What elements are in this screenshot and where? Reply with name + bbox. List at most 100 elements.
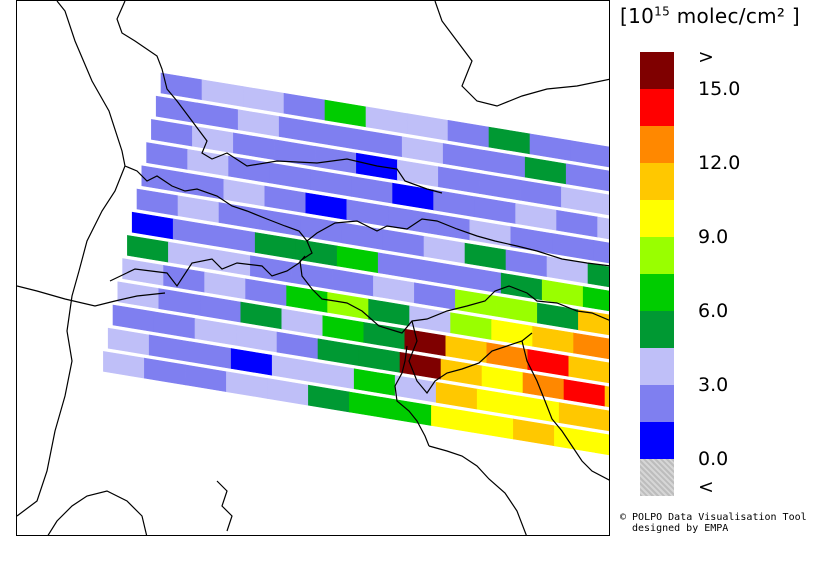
legend-unit-title: [1015 molec/cm² ]: [620, 4, 800, 28]
swath-pixel: [146, 142, 188, 170]
swath-pixel: [558, 402, 601, 430]
swath-pixel: [481, 365, 524, 394]
map-canvas[interactable]: [17, 1, 610, 536]
swath-pixel: [233, 132, 275, 161]
swath-pixel: [356, 152, 398, 181]
swath-pixel: [305, 192, 348, 220]
color-legend: [1015 molec/cm² ] >15.0 12.0 9.0 6.0 3.0 0.0 <…: [612, 0, 813, 566]
swath-pixel: [604, 385, 609, 408]
swath-pixel: [377, 252, 420, 280]
swath-pixel: [271, 354, 314, 383]
swath-pixel: [185, 364, 227, 393]
swath-pixel: [392, 182, 434, 211]
swath-pixel: [353, 368, 396, 396]
swath-pixel: [455, 289, 497, 317]
swath-pixel: [517, 395, 560, 423]
swath-pixel: [606, 170, 609, 192]
swath-pixel: [237, 109, 280, 137]
swath-pixel: [322, 315, 365, 343]
swath-pixel: [259, 208, 302, 237]
swath-pixel: [397, 159, 439, 188]
swath-pixel: [409, 305, 451, 334]
swath-pixel: [295, 238, 338, 267]
swath-pixel: [319, 122, 362, 151]
swath-pixel: [312, 361, 355, 390]
swath-pixel: [223, 178, 266, 207]
swath-pixel: [112, 304, 155, 333]
swath-pixel: [213, 225, 256, 253]
swath-pixel: [199, 294, 242, 323]
swath-pixel: [187, 149, 229, 177]
swath-pixel: [565, 163, 608, 191]
swath-pixel: [308, 384, 350, 413]
legend-swatch: [640, 459, 674, 496]
swath-pixel: [602, 193, 609, 216]
swath-pixel: [573, 332, 609, 360]
legend-swatch: [640, 385, 674, 422]
swath-pixel: [204, 271, 246, 300]
swath-pixel: [515, 203, 557, 231]
swath-pixel: [300, 215, 343, 244]
swath-pixel: [438, 166, 480, 194]
swath-pixel: [131, 211, 174, 240]
swath-pixel: [423, 236, 466, 264]
swath-pixel: [332, 268, 374, 297]
swath-pixel: [401, 136, 444, 164]
swath-pixel: [450, 312, 492, 340]
swath-pixel: [582, 286, 609, 312]
swath-pixel: [250, 255, 292, 283]
legend-tick-label: 12.0: [698, 152, 741, 174]
swath-pixel: [435, 381, 478, 410]
legend-swatch: [640, 163, 674, 200]
swath-pixel: [346, 199, 389, 227]
swath-pixel: [459, 265, 502, 294]
swath-pixel: [240, 301, 283, 330]
swath-pixel: [404, 328, 447, 357]
swath-pixel: [144, 357, 186, 386]
swath-pixel: [496, 295, 538, 324]
legend-overflow-label: >: [698, 46, 714, 68]
swath-pixel: [556, 209, 598, 238]
swath-pixel: [177, 195, 220, 223]
swath-pixel: [592, 239, 609, 264]
swath-pixel: [474, 196, 516, 224]
swath-pixel: [505, 249, 548, 278]
swath-pixel: [483, 149, 526, 178]
swath-pixel: [117, 281, 160, 309]
swath-pixel: [269, 162, 311, 191]
swath-pixel: [242, 86, 285, 114]
swath-pixel: [363, 322, 406, 350]
swath-pixel: [527, 349, 570, 377]
swath-pixel: [529, 133, 572, 162]
swath-pixel: [189, 341, 232, 369]
legend-swatch: [640, 126, 674, 163]
swath-pixel: [182, 172, 225, 200]
swath-pixel: [431, 405, 473, 433]
legend-tick-label: 9.0: [698, 226, 729, 248]
swath-pixel: [414, 282, 456, 310]
swath-pixel: [358, 345, 401, 373]
swath-pixel: [447, 120, 490, 148]
swath-pixel: [568, 355, 609, 384]
swath-pixel: [406, 113, 449, 141]
swath-pixel: [194, 318, 237, 346]
swath-pixel: [235, 324, 278, 353]
swath-pixel: [476, 388, 519, 417]
credit-line-2: designed by EMPA: [632, 523, 729, 534]
map-panel[interactable]: [16, 0, 610, 536]
swath-pixel: [196, 102, 239, 131]
swath-pixel: [472, 411, 514, 440]
swath-pixel: [336, 245, 379, 274]
swath-pixel: [148, 334, 191, 363]
swath-pixel: [291, 262, 333, 290]
swath-pixel: [281, 308, 324, 336]
swath-pixel: [524, 156, 567, 185]
swath-pixel: [163, 265, 205, 293]
swath-pixel: [267, 378, 309, 406]
legend-swatch: [640, 200, 674, 237]
swath-pixel: [201, 79, 244, 107]
swath-layer: [103, 72, 609, 456]
swath-pixel: [360, 129, 403, 158]
country-borders: [17, 1, 609, 535]
swath-pixel: [522, 372, 565, 400]
